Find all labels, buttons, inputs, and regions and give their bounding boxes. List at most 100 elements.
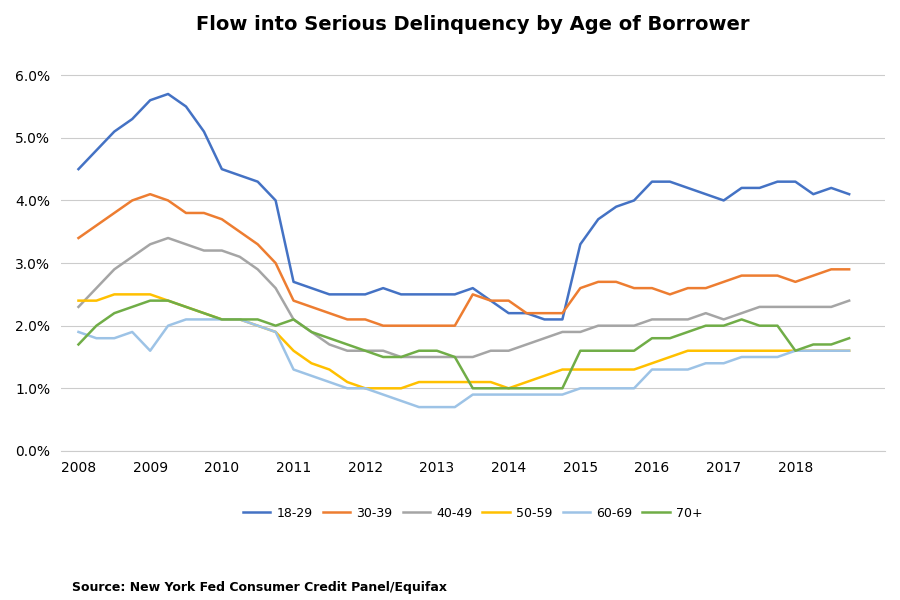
60-69: [844, 347, 855, 355]
40-49: [700, 310, 711, 317]
18-29: [557, 316, 568, 323]
18-29: [682, 184, 693, 191]
50-59: [664, 353, 675, 361]
30-39: [503, 297, 514, 304]
50-59: [736, 347, 747, 355]
50-59: [611, 366, 622, 373]
60-69: [557, 391, 568, 398]
50-59: [539, 372, 550, 379]
60-69: [736, 353, 747, 361]
Line: 60-69: 60-69: [78, 319, 850, 407]
60-69: [754, 353, 765, 361]
40-49: [718, 316, 729, 323]
60-69: [772, 353, 783, 361]
18-29: [790, 178, 801, 185]
40-49: [73, 304, 84, 311]
18-29: [521, 310, 532, 317]
60-69: [539, 391, 550, 398]
60-69: [593, 385, 604, 392]
60-69: [163, 322, 174, 329]
70+: [252, 316, 263, 323]
40-49: [181, 241, 192, 248]
18-29: [664, 178, 675, 185]
70+: [324, 335, 335, 342]
40-49: [216, 247, 227, 254]
70+: [485, 385, 496, 392]
70+: [736, 316, 747, 323]
50-59: [503, 385, 514, 392]
18-29: [342, 291, 353, 298]
30-39: [396, 322, 407, 329]
18-29: [449, 291, 460, 298]
18-29: [145, 97, 156, 104]
30-39: [360, 316, 371, 323]
40-49: [396, 353, 407, 361]
18-29: [718, 197, 729, 204]
60-69: [467, 391, 478, 398]
70+: [288, 316, 299, 323]
70+: [539, 385, 550, 392]
70+: [127, 304, 138, 311]
Line: 50-59: 50-59: [78, 295, 850, 388]
18-29: [754, 184, 765, 191]
30-39: [324, 310, 335, 317]
30-39: [521, 310, 532, 317]
40-49: [593, 322, 604, 329]
40-49: [414, 353, 425, 361]
40-49: [754, 304, 765, 311]
60-69: [127, 328, 138, 335]
30-39: [216, 215, 227, 223]
70+: [682, 328, 693, 335]
60-69: [252, 322, 263, 329]
70+: [611, 347, 622, 355]
60-69: [109, 335, 120, 342]
60-69: [234, 316, 245, 323]
18-29: [485, 297, 496, 304]
18-29: [539, 316, 550, 323]
18-29: [414, 291, 425, 298]
40-49: [234, 253, 245, 260]
50-59: [646, 359, 657, 367]
60-69: [199, 316, 210, 323]
70+: [700, 322, 711, 329]
60-69: [360, 385, 371, 392]
40-49: [360, 347, 371, 355]
30-39: [844, 266, 855, 273]
50-59: [396, 385, 407, 392]
30-39: [414, 322, 425, 329]
18-29: [826, 184, 837, 191]
70+: [844, 335, 855, 342]
Title: Flow into Serious Delinquency by Age of Borrower: Flow into Serious Delinquency by Age of …: [196, 15, 750, 34]
60-69: [826, 347, 837, 355]
40-49: [467, 353, 478, 361]
60-69: [145, 347, 156, 355]
60-69: [682, 366, 693, 373]
60-69: [342, 385, 353, 392]
30-39: [234, 228, 245, 235]
70+: [521, 385, 532, 392]
70+: [145, 297, 156, 304]
70+: [629, 347, 640, 355]
40-49: [163, 235, 174, 242]
70+: [557, 385, 568, 392]
70+: [808, 341, 819, 348]
70+: [378, 353, 389, 361]
30-39: [754, 272, 765, 279]
40-49: [611, 322, 622, 329]
50-59: [575, 366, 586, 373]
30-39: [539, 310, 550, 317]
60-69: [270, 328, 281, 335]
70+: [467, 385, 478, 392]
70+: [790, 347, 801, 355]
60-69: [521, 391, 532, 398]
30-39: [288, 297, 299, 304]
50-59: [414, 379, 425, 386]
18-29: [646, 178, 657, 185]
18-29: [808, 191, 819, 198]
18-29: [91, 147, 102, 154]
40-49: [324, 341, 335, 348]
70+: [181, 304, 192, 311]
70+: [575, 347, 586, 355]
70+: [91, 322, 102, 329]
50-59: [270, 328, 281, 335]
